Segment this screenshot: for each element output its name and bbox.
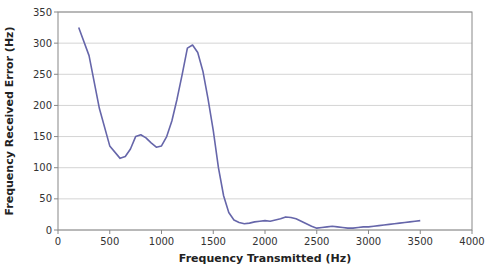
x-tick-label: 500 — [100, 236, 119, 247]
x-tick-label: 4000 — [459, 236, 484, 247]
x-tick — [161, 230, 162, 234]
chart: 0 500 1000 1500 2000 2500 3000 3500 4000 0 50 100 15… — [0, 0, 488, 270]
x-tick-label: 1000 — [149, 236, 174, 247]
y-tick-label: 350 — [33, 7, 52, 18]
x-axis-label: Frequency Transmitted (Hz) — [179, 252, 351, 265]
x-tick — [213, 230, 214, 234]
grid-line — [58, 43, 472, 44]
x-tick-label: 1500 — [201, 236, 226, 247]
plot-frame — [58, 12, 472, 230]
grid — [58, 12, 472, 230]
x-tick — [472, 230, 473, 234]
y-tick — [54, 12, 58, 13]
y-tick — [54, 105, 58, 106]
x-tick-label: 2000 — [252, 236, 277, 247]
x-tick-label: 0 — [55, 236, 61, 247]
y-tick — [54, 74, 58, 75]
y-tick — [54, 167, 58, 168]
y-tick-label: 300 — [33, 38, 52, 49]
x-tick — [109, 230, 110, 234]
y-tick-label: 250 — [33, 69, 52, 80]
x-axis: 0 500 1000 1500 2000 2500 3000 3500 4000 — [55, 230, 485, 247]
y-tick — [54, 136, 58, 137]
grid-line — [58, 198, 472, 199]
x-tick-label: 3000 — [356, 236, 381, 247]
x-tick — [368, 230, 369, 234]
y-tick-label: 0 — [46, 225, 52, 236]
grid-line — [58, 136, 472, 137]
y-axis: 0 50 100 150 200 250 300 350 — [33, 7, 58, 236]
y-tick-label: 200 — [33, 100, 52, 111]
data — [79, 28, 421, 229]
x-tick-label: 2500 — [304, 236, 329, 247]
y-tick — [54, 198, 58, 199]
y-tick — [54, 43, 58, 44]
y-tick-label: 100 — [33, 162, 52, 173]
y-tick-label: 150 — [33, 131, 52, 142]
grid-line — [58, 74, 472, 75]
x-tick-label: 3500 — [408, 236, 433, 247]
y-tick-label: 50 — [39, 193, 52, 204]
data-line — [79, 28, 421, 229]
y-axis-label: Frequency Received Error (Hz) — [3, 26, 16, 215]
x-tick — [58, 230, 59, 234]
x-tick — [420, 230, 421, 234]
x-tick — [265, 230, 266, 234]
grid-line — [58, 167, 472, 168]
x-tick — [316, 230, 317, 234]
y-tick — [54, 230, 58, 231]
grid-line — [58, 105, 472, 106]
